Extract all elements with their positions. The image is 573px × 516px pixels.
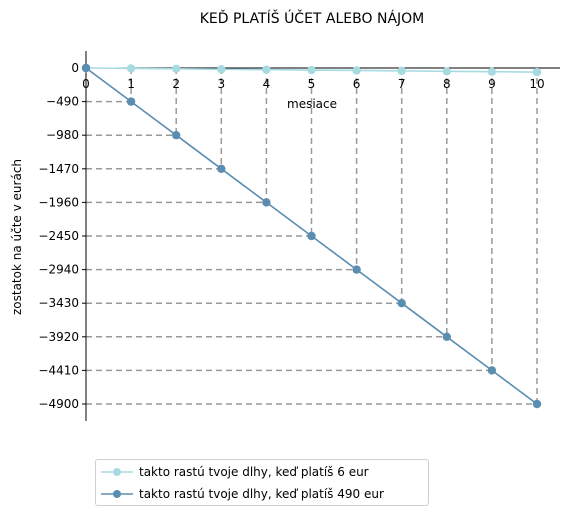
x-axis-label: mesiace (287, 97, 337, 111)
x-tick-label: 2 (172, 77, 180, 91)
series-1-point (532, 399, 542, 409)
series-1-point (126, 97, 136, 106)
x-tick-label: 8 (443, 77, 451, 91)
series-1-point (352, 265, 361, 274)
legend-item-6-eur: takto rastú tvoje dlhy, keď platíš 6 eur (96, 462, 428, 482)
x-tick-label: 7 (398, 77, 406, 91)
series-0-point (126, 64, 136, 73)
y-tick-label: −4900 (38, 397, 79, 411)
x-tick-label: 3 (217, 77, 225, 91)
x-tick-label: 6 (353, 77, 361, 91)
series-0-point (352, 66, 361, 75)
series-0-point (442, 67, 451, 76)
x-tick-label: 1 (127, 77, 135, 91)
legend-item-490-eur: takto rastú tvoje dlhy, keď platíš 490 e… (96, 484, 428, 504)
series-0-point (397, 66, 406, 76)
series-1-point (442, 332, 451, 341)
series-0-point (217, 65, 226, 74)
y-tick-label: −980 (46, 128, 79, 142)
series-1-point (307, 231, 316, 241)
y-tick-label: −490 (46, 95, 79, 109)
series-1-point (81, 63, 91, 73)
series-layer (81, 63, 542, 409)
y-tick-label: −1470 (38, 162, 79, 176)
series-0-point (172, 64, 181, 74)
y-tick-label: 0 (71, 61, 79, 75)
series-0-point (262, 65, 271, 74)
legend-label-6-eur: takto rastú tvoje dlhy, keď platíš 6 eur (139, 465, 369, 479)
x-tick-label: 5 (308, 77, 316, 91)
y-ticks: 0 −490 −980 −1470 −1960 −2450 −2940 −3430 −3920 −… (38, 61, 86, 411)
x-tick-label: 0 (82, 77, 90, 91)
legend-swatch-490-eur (101, 490, 133, 498)
legend: takto rastú tvoje dlhy, keď platíš 6 eur… (95, 459, 429, 506)
series-1-point (397, 299, 406, 308)
series-0-point (532, 67, 542, 77)
series-0-point (487, 67, 497, 76)
legend-label-490-eur: takto rastú tvoje dlhy, keď platíš 490 e… (139, 487, 384, 501)
series-1-point (262, 198, 271, 207)
y-tick-label: −3920 (38, 330, 79, 344)
series-1-point (487, 366, 497, 375)
x-tick-label: 4 (263, 77, 271, 91)
y-axis-label: zostatok na účte v eurách (10, 159, 24, 315)
legend-swatch-6-eur (101, 468, 133, 476)
y-tick-label: −2450 (38, 229, 79, 243)
series-1-point (172, 131, 181, 140)
series-1-point (217, 164, 226, 173)
y-tick-label: −2940 (38, 263, 79, 277)
y-tick-label: −4410 (38, 363, 79, 377)
guide-lines (86, 68, 538, 405)
y-tick-label: −1960 (38, 195, 79, 209)
series-0-point (307, 65, 316, 75)
y-tick-label: −3430 (38, 296, 79, 310)
x-tick-label: 10 (529, 77, 544, 91)
chart-title: KEĎ PLATÍŠ ÚČET ALEBO NÁJOM (200, 9, 425, 27)
x-tick-label: 9 (488, 77, 496, 91)
